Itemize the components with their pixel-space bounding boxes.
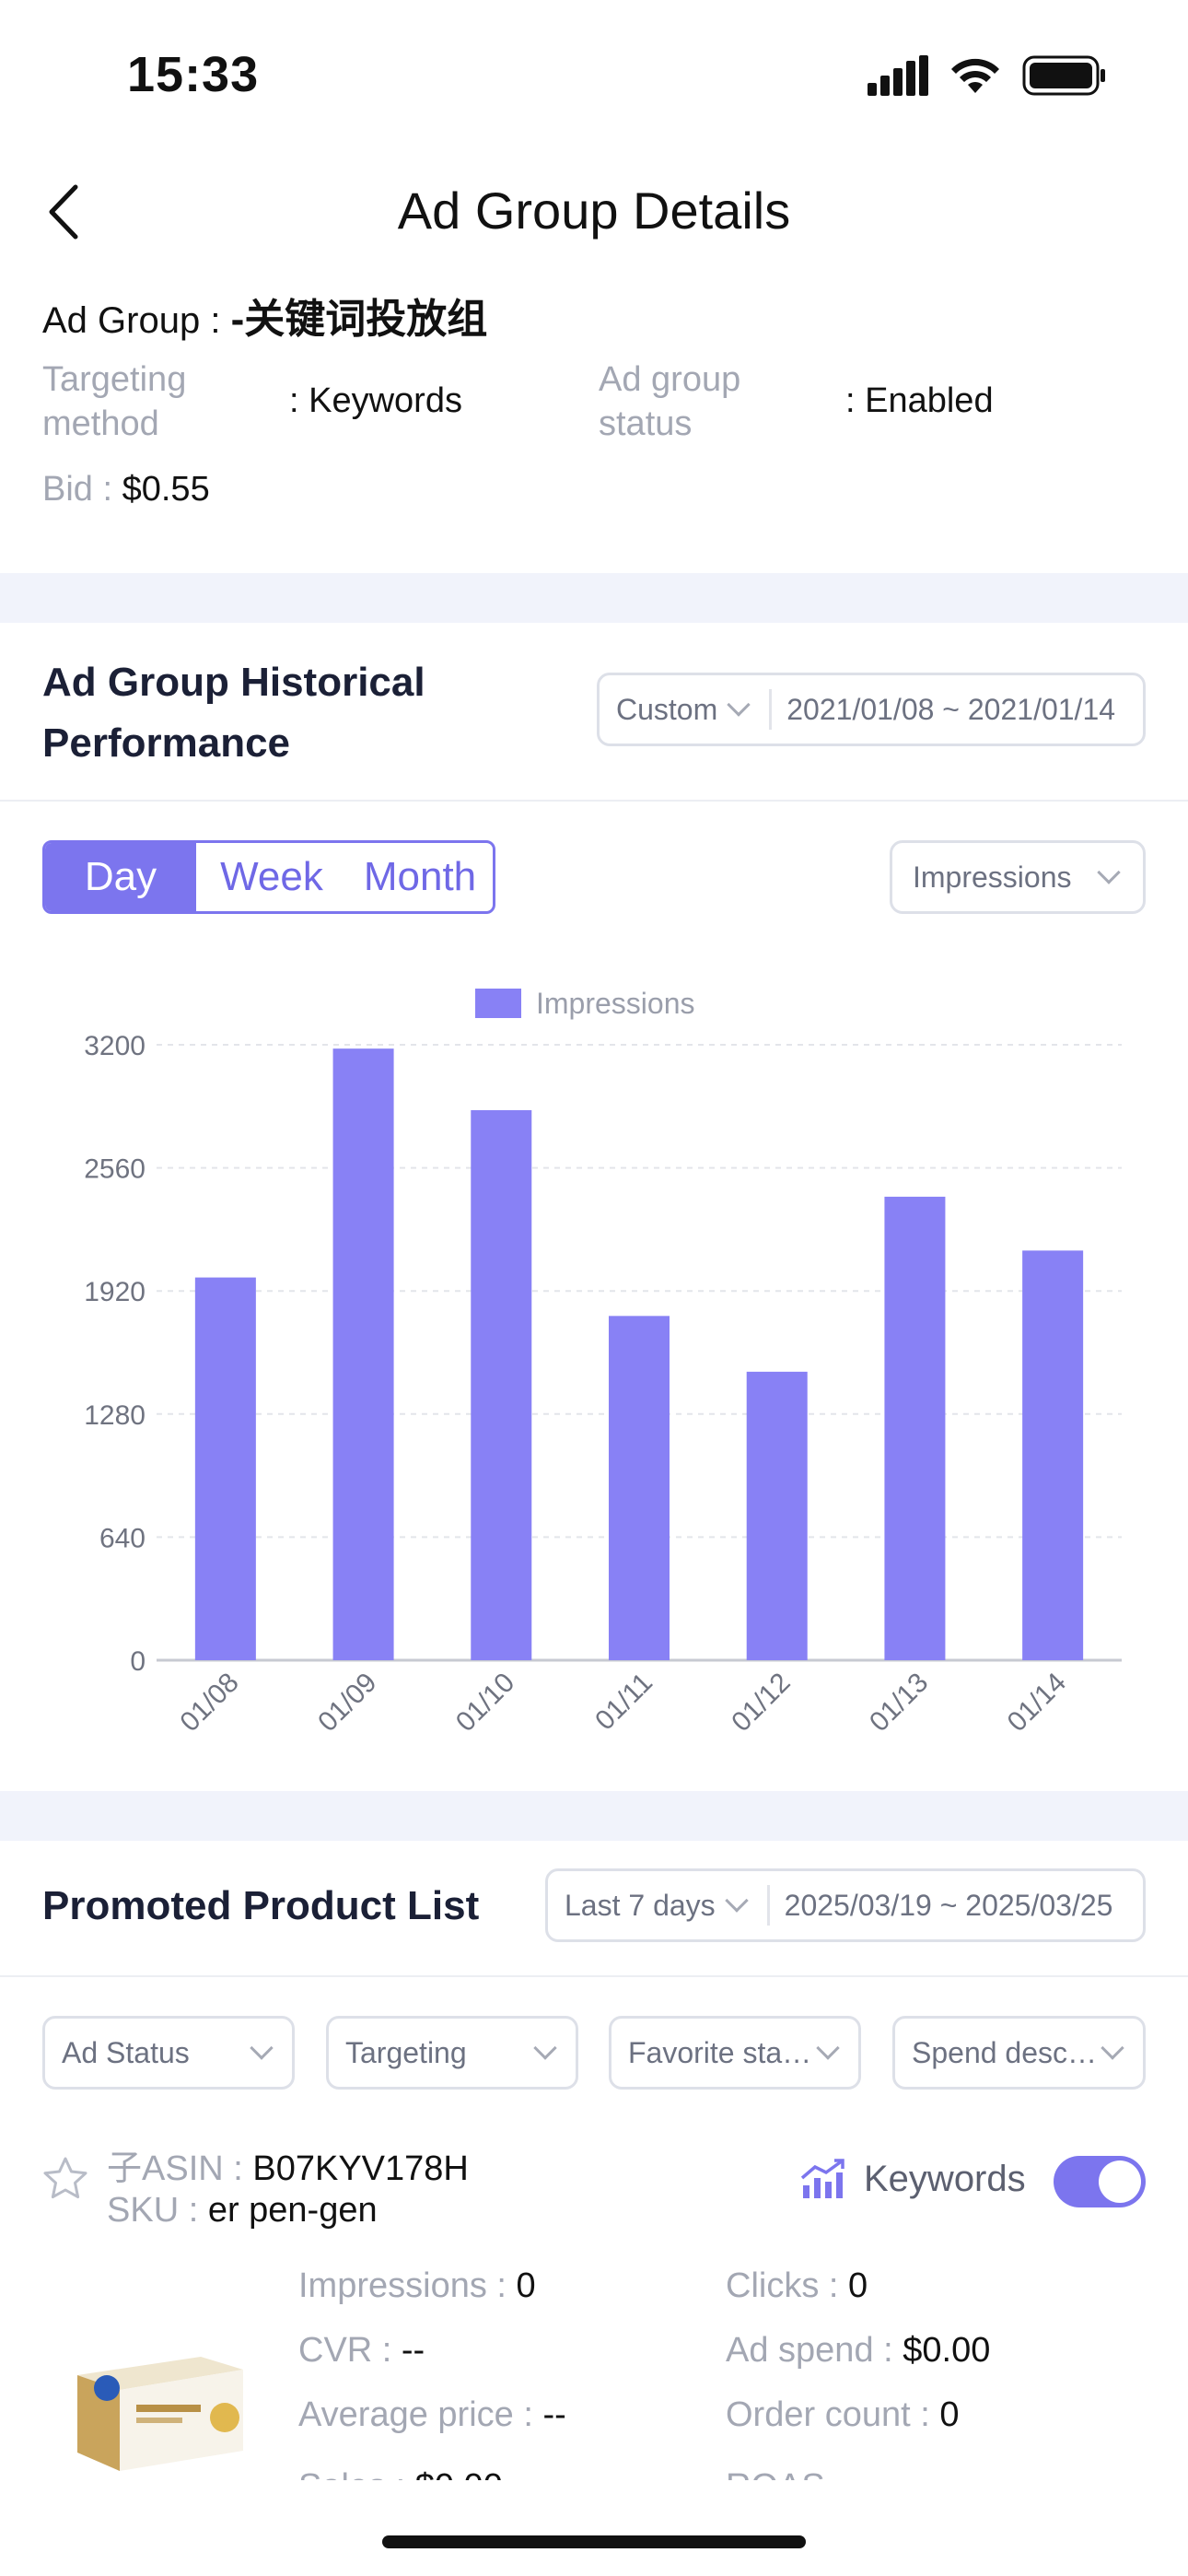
filter-favorite-status[interactable]: Favorite sta… xyxy=(609,2016,861,2090)
filter-spend-sort[interactable]: Spend desc… xyxy=(892,2016,1146,2090)
asin-label: 子ASIN : xyxy=(107,2149,253,2188)
x-tick-label: 01/12 xyxy=(726,1668,796,1738)
chevron-down-icon xyxy=(1097,861,1121,884)
back-button[interactable] xyxy=(37,175,92,249)
chevron-down-icon xyxy=(816,2036,840,2060)
divider xyxy=(0,1975,1188,1977)
sku-value: er pen-gen xyxy=(207,2191,378,2230)
metric-select[interactable]: Impressions xyxy=(890,840,1146,914)
impressions-bar-chart: Impressions 01/08 01/09 01/10 01/11 01/12 01/… xyxy=(84,987,1122,1738)
y-tick-label: 1920 xyxy=(84,1277,146,1307)
chevron-down-icon xyxy=(533,2036,557,2060)
date-range[interactable]: 2021/01/08 ~ 2021/01/14 xyxy=(786,692,1116,726)
product-date-range[interactable]: 2025/03/19 ~ 2025/03/25 xyxy=(784,1888,1113,1922)
y-tick-label: 3200 xyxy=(84,1031,146,1061)
ad-group-name: -关键词投放组 xyxy=(230,297,488,342)
targeting-method-value: : Keywords xyxy=(289,381,462,420)
metric-order-count: Order count : 0 xyxy=(726,2395,960,2434)
metric-sales: Sales : $0.00 xyxy=(298,2467,503,2480)
product-date-filter[interactable]: Last 7 days 2025/03/19 ~ 2025/03/25 xyxy=(545,1868,1146,1942)
legend-label: Impressions xyxy=(536,987,695,1020)
bar-01-12[interactable] xyxy=(746,1371,808,1660)
chip-divider xyxy=(766,1885,770,1926)
targeting-method-label: Targeting method xyxy=(42,360,187,443)
y-tick-label: 640 xyxy=(99,1523,146,1553)
divider xyxy=(0,800,1188,802)
page-title: Ad Group Details xyxy=(397,181,791,240)
chevron-down-icon xyxy=(727,693,751,717)
chevron-left-icon xyxy=(49,184,78,240)
star-icon xyxy=(43,2157,87,2199)
product-box-image xyxy=(77,2357,243,2471)
legend-swatch xyxy=(475,989,521,1018)
status-icons xyxy=(868,55,1107,96)
chip-divider xyxy=(769,689,773,730)
filter-targeting[interactable]: Targeting xyxy=(326,2016,578,2090)
tab-day[interactable]: Day xyxy=(45,843,196,911)
x-tick-label: 01/09 xyxy=(312,1668,382,1738)
filter-ad-status[interactable]: Ad Status xyxy=(42,2016,295,2090)
metric-cvr: CVR : -- xyxy=(298,2331,425,2370)
ad-toggle-switch[interactable] xyxy=(1054,2156,1146,2207)
wifi-icon xyxy=(951,58,999,93)
asin-value: B07KYV178H xyxy=(252,2149,469,2188)
section-separator xyxy=(0,1791,1188,1841)
bar-01-11[interactable] xyxy=(609,1316,670,1660)
x-tick-label: 01/08 xyxy=(174,1668,244,1738)
metric-average-price: Average price : -- xyxy=(298,2395,566,2434)
sku-row: SKU : er pen-gen xyxy=(107,2191,378,2231)
y-tick-label: 2560 xyxy=(84,1154,146,1185)
section-separator xyxy=(0,573,1188,623)
asin-row: 子ASIN : B07KYV178H xyxy=(107,2139,469,2190)
targeting-tag-label: Keywords xyxy=(864,2158,1026,2199)
sku-label: SKU : xyxy=(107,2191,208,2230)
product-image xyxy=(63,2349,247,2475)
chevron-down-icon xyxy=(724,1889,749,1913)
x-tick-label: 01/13 xyxy=(864,1668,934,1738)
bar-01-08[interactable] xyxy=(194,1277,256,1660)
chevron-down-icon xyxy=(1101,2036,1124,2060)
clipped-metrics-row: Sales : $0.00 ROAS xyxy=(0,2467,1188,2480)
chart-legend: Impressions xyxy=(475,987,695,1020)
performance-title: Ad Group Historical Performance xyxy=(42,660,425,766)
battery-icon xyxy=(1022,55,1105,96)
tab-week[interactable]: Week xyxy=(220,854,323,899)
signal-icon xyxy=(868,55,928,96)
bid-label: Bid : xyxy=(42,470,122,509)
chart-trend-icon xyxy=(800,2159,844,2198)
range-type-select[interactable]: Custom xyxy=(616,692,718,726)
y-tick-label: 0 xyxy=(130,1646,146,1677)
tab-month[interactable]: Month xyxy=(363,854,477,899)
metric-impressions: Impressions : 0 xyxy=(298,2266,536,2305)
x-tick-label: 01/10 xyxy=(450,1668,520,1738)
bar-01-09[interactable] xyxy=(332,1048,394,1660)
ad-group-status-label: Ad group status xyxy=(599,360,741,443)
bar-01-14[interactable] xyxy=(1022,1250,1084,1660)
x-tick-label: 01/14 xyxy=(1002,1668,1072,1738)
granularity-segmented-control[interactable]: Day Week Month xyxy=(42,840,495,914)
bar-01-13[interactable] xyxy=(884,1196,946,1660)
metric-ad-spend: Ad spend : $0.00 xyxy=(726,2331,991,2370)
bid-value: $0.55 xyxy=(122,470,210,509)
ad-group-status-value: : Enabled xyxy=(845,381,994,420)
ad-group-label: Ad Group : xyxy=(42,300,231,341)
chevron-down-icon xyxy=(250,2036,274,2060)
home-indicator xyxy=(382,2535,806,2548)
targeting-tag: Keywords xyxy=(799,2158,1026,2200)
toggle-knob xyxy=(1099,2160,1141,2203)
ad-group-name-row: Ad Group : -关键词投放组 xyxy=(42,286,487,345)
metric-select-value: Impressions xyxy=(913,860,1072,894)
bid-row: Bid : $0.55 xyxy=(42,470,210,509)
favorite-star-button[interactable] xyxy=(42,2156,88,2205)
product-list-title: Promoted Product List xyxy=(42,1883,480,1928)
metric-roas: ROAS xyxy=(726,2467,825,2480)
x-tick-label: 01/11 xyxy=(589,1668,658,1737)
bar-01-10[interactable] xyxy=(471,1109,532,1660)
metric-clicks: Clicks : 0 xyxy=(726,2266,868,2305)
performance-date-filter[interactable]: Custom 2021/01/08 ~ 2021/01/14 xyxy=(597,673,1146,746)
y-tick-label: 1280 xyxy=(84,1400,146,1431)
status-time: 15:33 xyxy=(127,47,260,102)
product-range-type-select[interactable]: Last 7 days xyxy=(565,1888,716,1922)
